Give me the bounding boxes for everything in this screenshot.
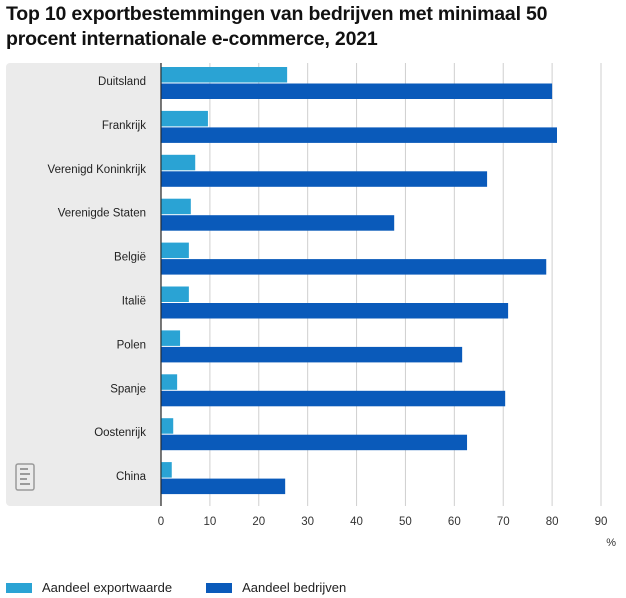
category-label: Oostenrijk xyxy=(94,427,146,439)
bars xyxy=(161,67,557,495)
legend-item-bedrijven: Aandeel bedrijven xyxy=(206,580,346,595)
x-tick-label: 0 xyxy=(158,516,164,528)
bar-bedrijven xyxy=(161,434,468,451)
bar-exportwaarde xyxy=(161,374,178,390)
bar-exportwaarde xyxy=(161,418,174,434)
legend-swatch-exportwaarde xyxy=(6,582,32,593)
category-label: Frankrijk xyxy=(102,120,146,132)
bar-bedrijven xyxy=(161,83,553,99)
x-tick-label: 10 xyxy=(203,516,216,528)
bar-exportwaarde xyxy=(161,330,181,346)
bar-bedrijven xyxy=(161,346,463,363)
category-label: Italië xyxy=(122,296,146,308)
bar-bedrijven xyxy=(161,171,488,187)
category-label: Duitsland xyxy=(98,76,146,88)
bar-exportwaarde xyxy=(161,198,191,215)
bar-bedrijven xyxy=(161,303,509,319)
bar-bedrijven xyxy=(161,390,506,407)
bar-bedrijven xyxy=(161,259,547,275)
x-tick-label: 20 xyxy=(252,516,265,528)
bar-bedrijven xyxy=(161,478,286,495)
legend-swatch-bedrijven xyxy=(206,582,233,593)
bar-bedrijven xyxy=(161,127,557,143)
x-tick-label: 80 xyxy=(546,516,559,528)
x-tick-label: 60 xyxy=(448,516,461,528)
cbs-logo-icon xyxy=(15,463,35,491)
legend: Aandeel exportwaarde Aandeel bedrijven xyxy=(6,580,380,595)
legend-label-bedrijven: Aandeel bedrijven xyxy=(242,580,347,595)
bar-exportwaarde xyxy=(161,67,288,83)
category-label: Polen xyxy=(117,339,146,351)
unit-label: % xyxy=(606,537,616,549)
x-tick-label: 30 xyxy=(301,516,314,528)
chart-title: Top 10 exportbestemmingen van bedrijven … xyxy=(6,3,548,50)
bar-exportwaarde xyxy=(161,462,172,478)
x-tick-label: 70 xyxy=(497,516,510,528)
category-labels: Duitsland Frankrijk Verenigd Koninkrijk Ver… xyxy=(48,76,147,483)
bar-bedrijven xyxy=(161,215,395,231)
x-tick-labels: 0 10 20 30 40 50 60 70 80 90 xyxy=(158,516,608,528)
category-label: België xyxy=(114,252,146,264)
bar-exportwaarde xyxy=(161,242,189,259)
bar-exportwaarde xyxy=(161,286,189,302)
category-label: China xyxy=(116,471,147,483)
category-label: Verenigde Staten xyxy=(58,208,146,220)
legend-item-exportwaarde: Aandeel exportwaarde xyxy=(6,580,172,595)
category-label: Verenigd Koninkrijk xyxy=(48,164,147,176)
x-tick-label: 50 xyxy=(399,516,412,528)
x-tick-label: 90 xyxy=(595,516,608,528)
x-tick-label: 40 xyxy=(350,516,363,528)
category-label: Spanje xyxy=(110,383,146,395)
bar-exportwaarde xyxy=(161,154,196,171)
bar-exportwaarde xyxy=(161,110,208,127)
legend-label-exportwaarde: Aandeel exportwaarde xyxy=(42,580,173,595)
